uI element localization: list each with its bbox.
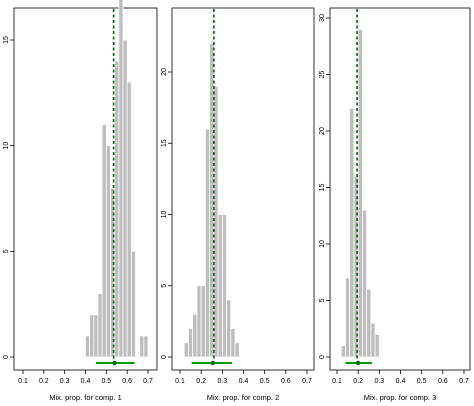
histogram-bar [217, 214, 223, 358]
histogram-bar [370, 322, 376, 358]
histogram-bar [226, 299, 232, 358]
x-tick-label: 0.5 [260, 378, 270, 385]
histogram-bar [192, 313, 198, 358]
histogram-bar [374, 333, 380, 358]
histogram-bar [204, 128, 211, 358]
histogram-bar [93, 314, 99, 358]
histogram-bar [85, 335, 91, 358]
interval-point [210, 360, 216, 366]
x-axis-title: Mix. prop. for comp. 1 [49, 393, 122, 402]
x-tick-label: 0.7 [143, 378, 153, 385]
y-tick-label: 15 [161, 139, 168, 147]
x-tick-label: 0.6 [281, 378, 291, 385]
x-tick-label: 0.6 [122, 378, 132, 385]
histogram-bar [105, 145, 111, 358]
y-tick-label: 15 [319, 184, 326, 192]
x-tick-label: 0.7 [459, 378, 469, 385]
y-tick-label: 0 [319, 355, 326, 359]
x-tick-label: 0.2 [39, 378, 49, 385]
panel-2: 0 5 10 15 20 0.1 0.2 0.3 0.4 0.5 0.6 0.7 Mix. prop. … [161, 7, 315, 402]
x-tick-label: 0.5 [101, 378, 111, 385]
histogram-bar [101, 124, 107, 358]
y-tick-label: 10 [3, 142, 10, 150]
x-tick-label: 0.4 [396, 378, 406, 385]
y-tick-label: 0 [161, 355, 168, 359]
histogram-bar [234, 342, 240, 358]
histogram-bar [345, 277, 351, 358]
panel-3: 0 5 10 15 20 25 30 0.1 0.2 0.3 0.4 0.5 0.6 0.7 Mix. pr… [319, 7, 471, 402]
histogram-bar [122, 39, 128, 358]
histogram-bar [230, 328, 236, 358]
x-tick-label: 0.4 [81, 378, 91, 385]
interval-point [112, 360, 117, 366]
x-tick-label: 0.2 [196, 378, 206, 385]
plot-frame [329, 7, 471, 371]
x-tick-label: 0.6 [438, 378, 448, 385]
x-tick-label: 0.1 [332, 378, 342, 385]
histogram-bar [143, 335, 149, 358]
y-tick-label: 5 [161, 284, 168, 288]
histogram-bar [200, 285, 206, 358]
y-tick-label: 30 [319, 14, 326, 22]
histogram-bar [130, 250, 136, 358]
histogram-bar [139, 335, 145, 358]
histogram-bar [366, 288, 372, 358]
interval-point [355, 360, 361, 366]
histogram-bar [97, 293, 103, 358]
histogram-bar [118, 0, 124, 358]
histogram-bar [340, 345, 346, 358]
histogram-bar [209, 43, 215, 358]
x-tick-label: 0.4 [239, 378, 249, 385]
histogram-bar [89, 314, 95, 358]
x-tick-label: 0.1 [18, 378, 28, 385]
histogram-bar [357, 28, 363, 358]
y-tick-label: 5 [319, 298, 326, 302]
y-tick-label: 20 [319, 127, 326, 135]
x-axis-title: Mix. prop. for comp. 2 [207, 393, 280, 402]
histogram-bar [183, 342, 189, 358]
histogram-bar [196, 285, 202, 358]
x-tick-label: 0.7 [302, 378, 312, 385]
histogram-bar [361, 209, 368, 358]
y-tick-label: 10 [319, 240, 326, 248]
y-tick-label: 10 [161, 211, 168, 219]
histogram-bar [349, 108, 355, 358]
y-tick-label: 0 [3, 355, 10, 359]
histogram-bar [126, 81, 132, 358]
y-tick-label: 5 [3, 249, 10, 253]
x-axis-title: Mix. prop. for comp. 3 [364, 393, 437, 402]
panel-1: 0 5 10 15 0.1 0.2 0.3 0.4 0.5 0.6 0.7 Mix. prop. fo… [3, 0, 158, 402]
histogram-bar [221, 214, 227, 358]
histogram-bar [114, 60, 120, 358]
x-tick-label: 0.2 [353, 378, 363, 385]
plot-frame [171, 7, 315, 371]
x-tick-label: 0.3 [60, 378, 70, 385]
y-tick-label: 20 [161, 68, 168, 76]
x-tick-label: 0.3 [374, 378, 384, 385]
y-tick-label: 25 [319, 71, 326, 79]
histogram-bar [188, 328, 194, 358]
x-tick-label: 0.1 [175, 378, 185, 385]
x-tick-label: 0.5 [417, 378, 427, 385]
x-tick-label: 0.3 [217, 378, 227, 385]
y-tick-label: 15 [3, 36, 10, 44]
